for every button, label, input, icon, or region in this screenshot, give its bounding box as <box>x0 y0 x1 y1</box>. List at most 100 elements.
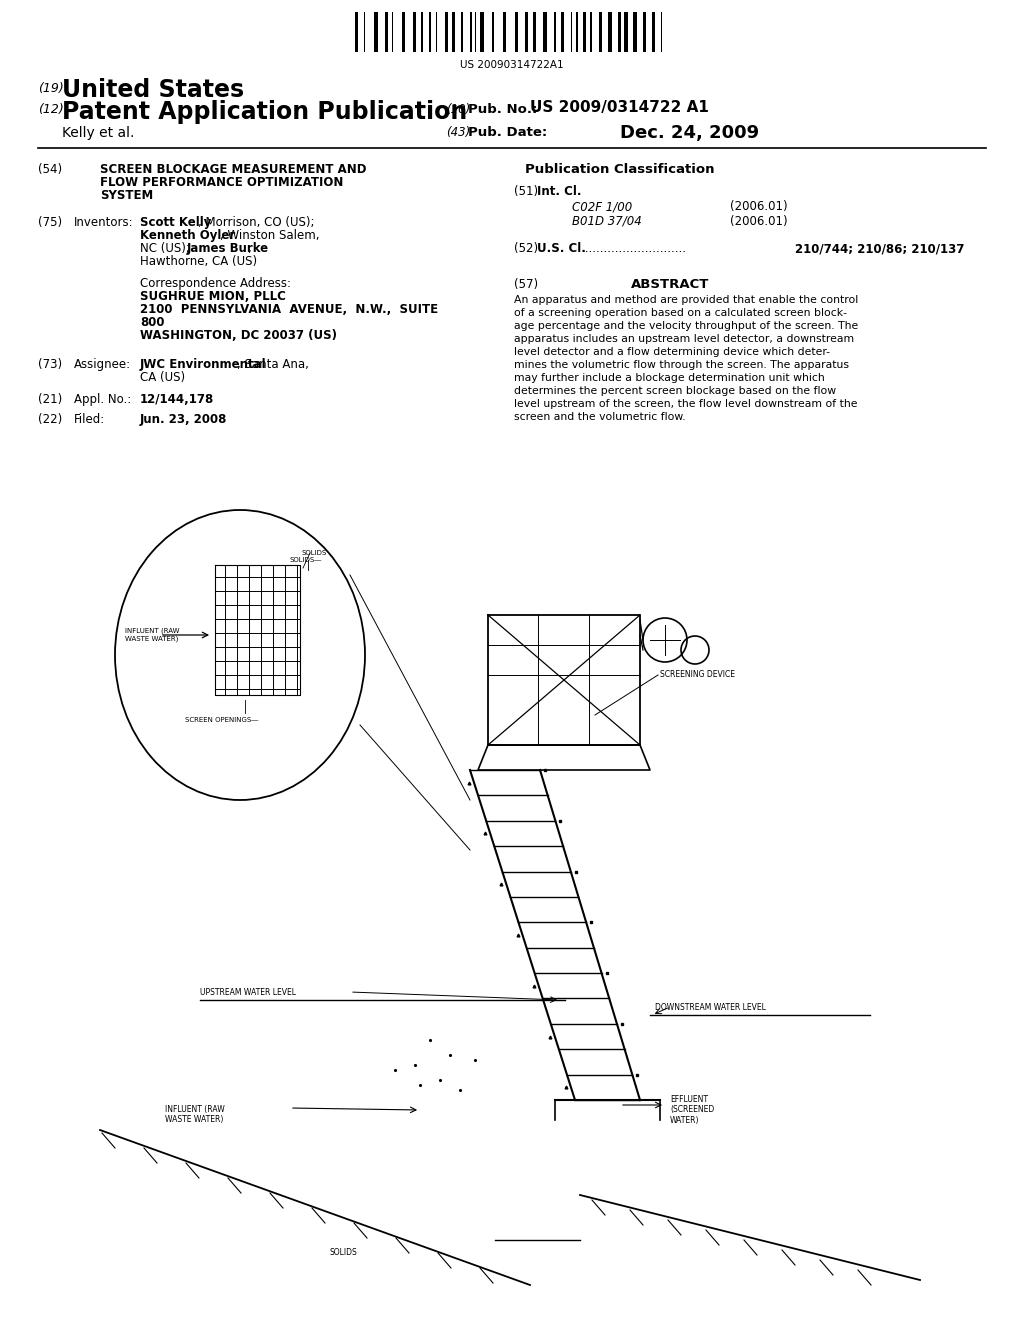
Bar <box>492 12 494 51</box>
Text: Assignee:: Assignee: <box>74 358 131 371</box>
Bar <box>633 12 637 51</box>
Text: FLOW PERFORMANCE OPTIMIZATION: FLOW PERFORMANCE OPTIMIZATION <box>100 176 343 189</box>
Text: ............................: ............................ <box>582 242 687 255</box>
Text: (57): (57) <box>514 279 539 290</box>
Text: SYSTEM: SYSTEM <box>100 189 154 202</box>
Text: , Morrison, CO (US);: , Morrison, CO (US); <box>198 216 314 228</box>
Bar <box>480 12 484 51</box>
Bar <box>503 12 506 51</box>
Bar <box>445 12 449 51</box>
Text: United States: United States <box>62 78 244 102</box>
Text: CA (US): CA (US) <box>140 371 185 384</box>
Text: NC (US);: NC (US); <box>140 242 194 255</box>
Text: C02F 1/00: C02F 1/00 <box>572 201 632 213</box>
Text: WASHINGTON, DC 20037 (US): WASHINGTON, DC 20037 (US) <box>140 329 337 342</box>
Text: Patent Application Publication: Patent Application Publication <box>62 100 467 124</box>
Text: B01D 37/04: B01D 37/04 <box>572 215 642 228</box>
Text: of a screening operation based on a calculated screen block-: of a screening operation based on a calc… <box>514 308 847 318</box>
Text: (52): (52) <box>514 242 539 255</box>
Bar <box>652 12 655 51</box>
Bar <box>618 12 621 51</box>
Bar <box>599 12 602 51</box>
Text: Int. Cl.: Int. Cl. <box>537 185 582 198</box>
Text: (19): (19) <box>38 82 63 95</box>
Bar <box>452 12 455 51</box>
Text: (2006.01): (2006.01) <box>730 201 787 213</box>
Text: , Winston Salem,: , Winston Salem, <box>220 228 319 242</box>
Text: level detector and a flow determining device which deter-: level detector and a flow determining de… <box>514 347 830 356</box>
Bar <box>590 12 592 51</box>
Text: (21): (21) <box>38 393 62 407</box>
Text: mines the volumetric flow through the screen. The apparatus: mines the volumetric flow through the sc… <box>514 360 849 370</box>
Bar <box>421 12 423 51</box>
Text: determines the percent screen blockage based on the flow: determines the percent screen blockage b… <box>514 385 837 396</box>
Text: SOLIDS―: SOLIDS― <box>290 557 323 564</box>
Text: (22): (22) <box>38 413 62 426</box>
Bar <box>534 12 536 51</box>
Bar <box>429 12 431 51</box>
Text: ,: , <box>247 242 251 255</box>
Text: Filed:: Filed: <box>74 413 105 426</box>
Text: apparatus includes an upstream level detector, a downstream: apparatus includes an upstream level det… <box>514 334 854 345</box>
Text: (51): (51) <box>514 185 539 198</box>
Bar <box>624 12 628 51</box>
Text: Publication Classification: Publication Classification <box>525 162 715 176</box>
Text: 2100  PENNSYLVANIA  AVENUE,  N.W.,  SUITE: 2100 PENNSYLVANIA AVENUE, N.W., SUITE <box>140 304 438 315</box>
Bar <box>608 12 612 51</box>
Bar <box>561 12 564 51</box>
Text: age percentage and the velocity throughput of the screen. The: age percentage and the velocity throughp… <box>514 321 858 331</box>
Bar <box>355 12 358 51</box>
Text: James Burke: James Burke <box>187 242 269 255</box>
Text: Appl. No.:: Appl. No.: <box>74 393 131 407</box>
Text: Pub. No.:: Pub. No.: <box>468 103 538 116</box>
Bar <box>643 12 646 51</box>
Text: JWC Environmental: JWC Environmental <box>140 358 266 371</box>
Bar <box>515 12 518 51</box>
Text: Hawthorne, CA (US): Hawthorne, CA (US) <box>140 255 257 268</box>
Text: U.S. Cl.: U.S. Cl. <box>537 242 586 255</box>
Text: SCREEN OPENINGS―: SCREEN OPENINGS― <box>185 717 258 723</box>
Text: SCREENING DEVICE: SCREENING DEVICE <box>660 671 735 678</box>
Text: EFFLUENT
(SCREENED
WATER): EFFLUENT (SCREENED WATER) <box>670 1096 715 1125</box>
Text: SUGHRUE MION, PLLC: SUGHRUE MION, PLLC <box>140 290 286 304</box>
Text: An apparatus and method are provided that enable the control: An apparatus and method are provided tha… <box>514 294 858 305</box>
Text: Kelly et al.: Kelly et al. <box>62 125 134 140</box>
Text: SOLIDS: SOLIDS <box>302 550 328 556</box>
Text: 210/744; 210/86; 210/137: 210/744; 210/86; 210/137 <box>795 242 965 255</box>
Text: (43): (43) <box>446 125 470 139</box>
Bar <box>575 12 578 51</box>
Bar <box>402 12 406 51</box>
Text: US 20090314722A1: US 20090314722A1 <box>460 59 564 70</box>
Text: DOWNSTREAM WATER LEVEL: DOWNSTREAM WATER LEVEL <box>655 1003 766 1012</box>
Bar <box>413 12 416 51</box>
Bar <box>374 12 378 51</box>
Bar <box>525 12 528 51</box>
Text: Correspondence Address:: Correspondence Address: <box>140 277 291 290</box>
Text: Scott Kelly: Scott Kelly <box>140 216 211 228</box>
Text: 800: 800 <box>140 315 165 329</box>
Bar <box>554 12 556 51</box>
Text: (73): (73) <box>38 358 62 371</box>
Text: INFLUENT (RAW
WASTE WATER): INFLUENT (RAW WASTE WATER) <box>165 1105 224 1125</box>
Text: screen and the volumetric flow.: screen and the volumetric flow. <box>514 412 686 422</box>
Text: ABSTRACT: ABSTRACT <box>631 279 710 290</box>
Text: 12/144,178: 12/144,178 <box>140 393 214 407</box>
Text: Kenneth Oyler: Kenneth Oyler <box>140 228 236 242</box>
Text: INFLUENT (RAW
WASTE WATER): INFLUENT (RAW WASTE WATER) <box>125 628 179 642</box>
Text: level upstream of the screen, the flow level downstream of the: level upstream of the screen, the flow l… <box>514 399 857 409</box>
Text: Pub. Date:: Pub. Date: <box>468 125 547 139</box>
Text: SCREEN BLOCKAGE MEASUREMENT AND: SCREEN BLOCKAGE MEASUREMENT AND <box>100 162 367 176</box>
Text: Dec. 24, 2009: Dec. 24, 2009 <box>620 124 759 143</box>
Text: (10): (10) <box>446 103 470 116</box>
Text: UPSTREAM WATER LEVEL: UPSTREAM WATER LEVEL <box>200 987 296 997</box>
Text: (2006.01): (2006.01) <box>730 215 787 228</box>
Bar <box>470 12 472 51</box>
Bar <box>461 12 463 51</box>
Text: SOLIDS: SOLIDS <box>330 1247 357 1257</box>
Text: Inventors:: Inventors: <box>74 216 133 228</box>
Text: (12): (12) <box>38 103 63 116</box>
Bar <box>385 12 388 51</box>
Text: may further include a blockage determination unit which: may further include a blockage determina… <box>514 374 824 383</box>
Text: (75): (75) <box>38 216 62 228</box>
Text: US 2009/0314722 A1: US 2009/0314722 A1 <box>530 100 709 115</box>
